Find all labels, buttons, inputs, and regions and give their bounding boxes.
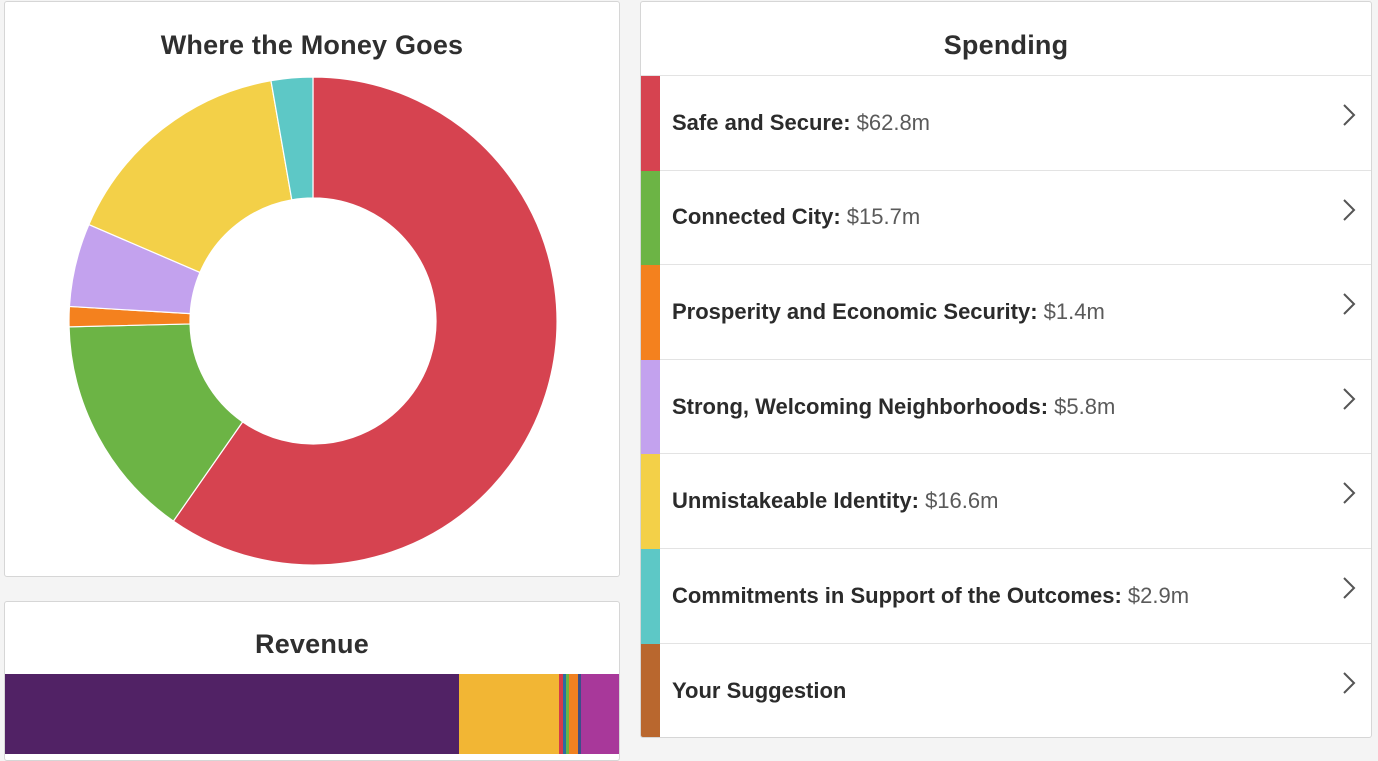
chevron-right-icon[interactable] — [1339, 480, 1359, 506]
spending-card: Spending Safe and Secure: $62.8m Connecte… — [640, 1, 1372, 738]
color-swatch — [641, 643, 660, 737]
spending-label: Your Suggestion — [672, 677, 847, 703]
spending-label: Unmistakeable Identity: — [672, 488, 919, 514]
chevron-right-icon[interactable] — [1339, 291, 1359, 317]
revenue-title: Revenue — [255, 629, 369, 659]
donut-slice-5[interactable] — [270, 76, 314, 201]
color-swatch — [641, 548, 660, 644]
color-swatch — [641, 170, 660, 266]
spending-row[interactable]: Strong, Welcoming Neighborhoods: $5.8m — [641, 359, 1371, 455]
revenue-card: Revenue — [4, 601, 620, 761]
revenue-stacked-bar — [5, 674, 619, 754]
spending-row-text: Your Suggestion — [672, 678, 846, 704]
spending-row-text: Safe and Secure: $62.8m — [672, 110, 930, 136]
revenue-segment-6[interactable] — [578, 674, 581, 754]
spending-amount: $62.8m — [850, 109, 931, 135]
spending-row-text: Unmistakeable Identity: $16.6m — [672, 488, 998, 514]
where-money-goes-card: Where the Money Goes — [4, 1, 620, 577]
spending-amount: $1.4m — [1037, 298, 1105, 324]
spending-row[interactable]: Your Suggestion — [641, 643, 1371, 737]
color-swatch — [641, 76, 660, 171]
revenue-segment-0[interactable] — [5, 674, 459, 754]
chevron-right-icon[interactable] — [1339, 670, 1359, 696]
spending-label: Connected City: — [672, 204, 841, 230]
color-swatch — [641, 454, 660, 549]
spending-row-text: Commitments in Support of the Outcomes: … — [672, 583, 1189, 609]
revenue-segment-1[interactable] — [458, 674, 559, 754]
chevron-right-icon[interactable] — [1339, 102, 1359, 128]
spending-row[interactable]: Commitments in Support of the Outcomes: … — [641, 548, 1371, 644]
spending-label: Strong, Welcoming Neighborhoods: — [672, 393, 1049, 419]
revenue-segment-7[interactable] — [581, 674, 619, 754]
color-swatch — [641, 265, 660, 360]
spending-row[interactable]: Unmistakeable Identity: $16.6m — [641, 454, 1371, 549]
spending-list: Safe and Secure: $62.8m Connected City: $… — [641, 75, 1371, 737]
spending-row[interactable]: Connected City: $15.7m — [641, 170, 1371, 266]
chevron-right-icon[interactable] — [1339, 386, 1359, 412]
revenue-segment-2[interactable] — [559, 674, 563, 754]
spending-amount: $5.8m — [1048, 393, 1116, 419]
spending-donut-chart — [68, 76, 558, 566]
donut-chart-title: Where the Money Goes — [160, 30, 464, 60]
spending-label: Safe and Secure: — [672, 109, 851, 135]
color-swatch — [641, 359, 660, 455]
chevron-right-icon[interactable] — [1339, 197, 1359, 223]
spending-title: Spending — [943, 30, 1069, 60]
spending-row[interactable]: Safe and Secure: $62.8m — [641, 76, 1371, 171]
spending-amount: $16.6m — [918, 488, 999, 514]
spending-amount: $2.9m — [1121, 582, 1190, 608]
revenue-segment-3[interactable] — [562, 674, 566, 754]
spending-row[interactable]: Prosperity and Economic Security: $1.4m — [641, 265, 1371, 360]
spending-amount: $15.7m — [840, 204, 921, 230]
donut-slice-0[interactable] — [172, 76, 558, 566]
donut-slice-4[interactable] — [88, 79, 293, 274]
spending-row-text: Prosperity and Economic Security: $1.4m — [672, 299, 1105, 325]
spending-label: Commitments in Support of the Outcomes: — [672, 582, 1122, 608]
revenue-segment-5[interactable] — [568, 674, 578, 754]
spending-row-text: Connected City: $15.7m — [672, 204, 920, 230]
chevron-right-icon[interactable] — [1339, 575, 1359, 601]
spending-label: Prosperity and Economic Security: — [672, 298, 1038, 324]
spending-row-text: Strong, Welcoming Neighborhoods: $5.8m — [672, 394, 1115, 420]
donut-slice-1[interactable] — [68, 323, 244, 522]
revenue-segment-4[interactable] — [565, 674, 569, 754]
